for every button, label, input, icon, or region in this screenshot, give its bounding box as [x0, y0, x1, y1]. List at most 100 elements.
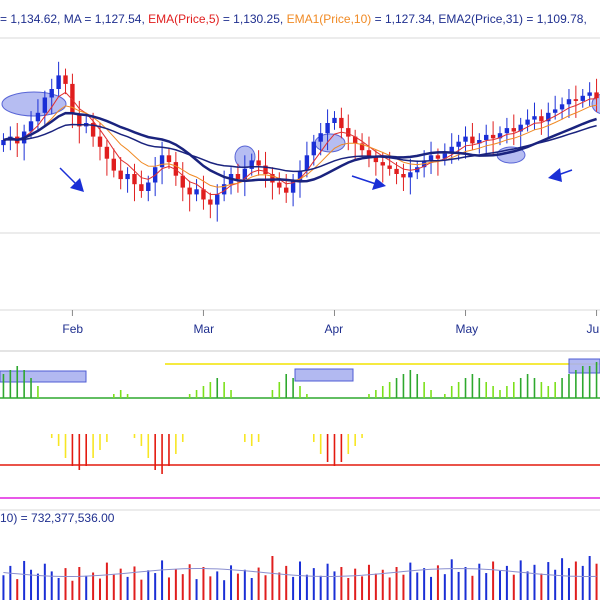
oscillator-reference-lines — [0, 363, 600, 499]
candle-body — [270, 174, 275, 183]
candle-body — [49, 89, 54, 98]
candle-body — [518, 124, 523, 132]
candle-body — [28, 121, 34, 132]
ema2-label: EMA2(Price,31) — [438, 12, 524, 26]
candle-body — [428, 155, 434, 161]
candle-body — [380, 162, 385, 166]
down-arrow-2 — [351, 175, 377, 185]
candle-body — [511, 128, 516, 132]
ema10-line — [3, 104, 597, 188]
candle-body — [311, 141, 316, 156]
candle-body — [215, 194, 220, 205]
ema1-label: EMA1(Price,10) — [286, 12, 372, 26]
candle-body — [42, 97, 48, 113]
month-label: Apr — [324, 322, 343, 336]
price-value: = 1,134.62, — [0, 12, 61, 26]
candle-body — [373, 157, 379, 163]
candle-body — [63, 75, 68, 84]
candle-body — [90, 123, 96, 137]
chart-marks: Feb Mar Apr May Ju — [1, 61, 599, 600]
ema31-line — [3, 123, 597, 173]
candle-body — [415, 167, 420, 173]
candle-body — [435, 155, 441, 159]
candle-body — [263, 165, 268, 174]
candle-body — [77, 114, 82, 127]
candle-body — [173, 162, 179, 176]
candle-body — [256, 160, 261, 166]
ma-line — [3, 111, 597, 183]
oscillator-box-2 — [294, 368, 354, 382]
candle-body — [442, 153, 448, 159]
volume-average-line — [3, 567, 597, 577]
candle-body — [242, 168, 248, 180]
candle-body — [587, 92, 592, 96]
ma-value: = 1,127.54, — [84, 12, 145, 26]
candle-body — [477, 140, 482, 144]
ma-label: MA — [63, 12, 82, 26]
candle-body — [401, 174, 406, 178]
candle-body — [166, 155, 172, 163]
candle-body — [456, 141, 461, 147]
candle-body — [221, 184, 227, 195]
candle-body — [408, 172, 413, 178]
candle-body — [118, 170, 123, 180]
candle-body — [97, 136, 103, 147]
candle-body — [552, 109, 558, 113]
candle-body — [111, 158, 116, 171]
oscillator-boxes — [0, 358, 600, 383]
candle-body — [104, 146, 110, 159]
candle-body — [249, 160, 254, 169]
candle-body — [532, 116, 537, 120]
candle-body — [484, 134, 489, 140]
candle-body — [318, 133, 323, 142]
candle-body — [470, 136, 475, 144]
candle-body — [194, 189, 199, 195]
month-label: Feb — [62, 322, 83, 336]
ema1-value: = 1,127.34, — [374, 12, 436, 26]
indicator-header: = 1,134.62, MA = 1,127.54, EMA(Price,5) … — [0, 12, 587, 26]
volume-label: 10) = 732,377,536.00 — [0, 511, 115, 525]
candle-body — [539, 116, 544, 122]
candle-body — [525, 119, 530, 125]
candle-body — [387, 165, 392, 169]
ema-label: EMA(Price,5) — [148, 12, 220, 26]
candle-body — [580, 95, 585, 101]
candle-body — [490, 134, 496, 139]
candle-body — [146, 182, 151, 191]
down-arrow-1-head — [70, 178, 84, 192]
candle-body — [573, 99, 579, 101]
ema2-value: = 1,109.78, — [526, 12, 587, 26]
candle-body — [56, 75, 61, 89]
candle-body — [277, 182, 282, 188]
up-arrow-3-head — [548, 168, 562, 182]
candle-body — [546, 112, 551, 122]
candle-body — [187, 187, 192, 195]
candle-body — [180, 175, 185, 188]
trend-arrows — [59, 167, 573, 192]
candle-body — [297, 170, 303, 181]
candle-body — [35, 112, 41, 122]
candle-body — [235, 174, 241, 180]
candle-body — [304, 155, 310, 171]
candle-body — [359, 143, 365, 151]
peak-highlight-1 — [1, 91, 67, 117]
candle-body — [463, 136, 468, 142]
candle-body — [352, 136, 358, 144]
candle-body — [504, 128, 510, 134]
ema-value: = 1,130.25, — [222, 12, 284, 26]
candle-body — [325, 123, 330, 134]
candle-body — [332, 117, 337, 123]
candle-body — [139, 184, 144, 191]
candle-body — [201, 189, 206, 200]
oscillator-box-3 — [568, 358, 600, 374]
month-label: Mar — [193, 322, 214, 336]
gridlines — [0, 37, 600, 511]
candle-body — [290, 180, 296, 193]
oscillator-box-1 — [0, 370, 87, 383]
down-arrow-2-head — [372, 178, 386, 190]
candle-body — [594, 92, 599, 99]
candle-body — [497, 133, 503, 139]
candle-body — [366, 150, 372, 157]
candle-body — [346, 128, 351, 137]
